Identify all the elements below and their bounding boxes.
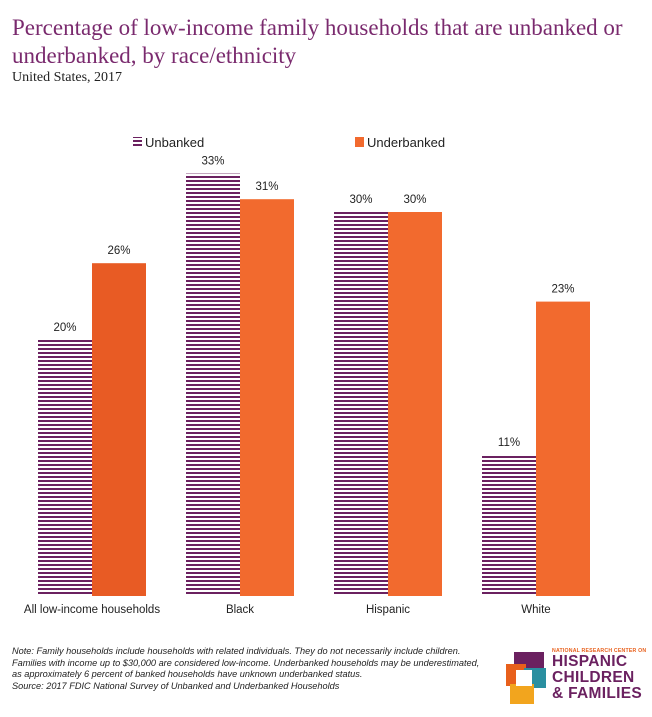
data-label-unbanked-1: 33% (201, 156, 224, 168)
logo-line-3: & FAMILIES (552, 685, 642, 702)
legend-swatch-underbanked (355, 137, 364, 147)
data-label-underbanked-3: 23% (551, 284, 574, 296)
chart-subtitle: United States, 2017 (12, 70, 123, 85)
logo-small-line: NATIONAL RESEARCH CENTER ON (552, 648, 647, 654)
logo-line-2: CHILDREN (552, 669, 635, 686)
legend-swatch-unbanked (133, 137, 142, 147)
category-label-3: White (521, 604, 550, 616)
footnotes: Note: Family households include househol… (12, 646, 482, 692)
bar-chart: Unbanked Underbanked 20% 26% All low-income… (24, 135, 590, 616)
category-label-2: Hispanic (366, 604, 410, 616)
bar-underbanked-0 (92, 263, 146, 596)
chart-title: Percentage of low-income family househol… (12, 15, 623, 68)
legend-label-unbanked: Unbanked (145, 135, 204, 150)
category-label-0: All low-income households (24, 604, 160, 616)
bar-unbanked-0 (38, 340, 92, 596)
data-label-underbanked-1: 31% (255, 181, 278, 193)
source-text: Source: 2017 FDIC National Survey of Unb… (12, 680, 340, 691)
bar-underbanked-1 (240, 199, 294, 596)
bars-group (38, 173, 590, 596)
chart-legend: Unbanked Underbanked (133, 135, 445, 150)
data-label-underbanked-0: 26% (107, 245, 130, 257)
data-label-underbanked-2: 30% (403, 194, 426, 206)
logo-mark-icon (506, 652, 546, 704)
legend-label-underbanked: Underbanked (367, 135, 445, 150)
bar-underbanked-3 (536, 301, 590, 596)
bar-unbanked-1 (186, 173, 240, 596)
data-label-unbanked-2: 30% (349, 194, 372, 206)
data-label-unbanked-0: 20% (53, 322, 76, 334)
category-label-1: Black (226, 604, 254, 616)
note-text: Note: Family households include househol… (12, 646, 480, 680)
labels-group: 20% 26% All low-income households 33% 31% Bla… (24, 156, 575, 616)
bar-unbanked-3 (482, 455, 536, 596)
logo-line-1: HISPANIC (552, 653, 628, 670)
bar-unbanked-2 (334, 212, 388, 596)
bar-underbanked-2 (388, 212, 442, 596)
organization-logo: NATIONAL RESEARCH CENTER ON HISPANIC CHI… (504, 648, 647, 710)
data-label-unbanked-3: 11% (498, 437, 520, 449)
